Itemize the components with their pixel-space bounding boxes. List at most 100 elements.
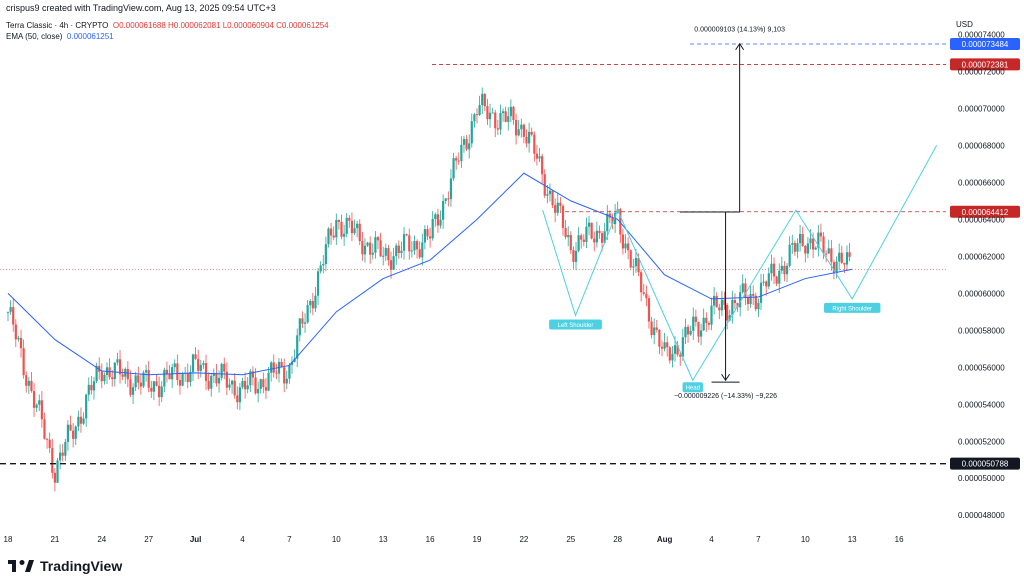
candle-body <box>301 318 304 324</box>
candle-body <box>395 245 398 257</box>
candle-body <box>361 241 364 255</box>
candle-body <box>43 419 46 439</box>
candle-body <box>397 245 400 253</box>
candle-body <box>103 374 106 382</box>
candle-body <box>478 105 481 115</box>
price-tick-label: 0.000068000 <box>958 141 1005 150</box>
candle-body <box>694 316 697 322</box>
candle-body <box>580 235 583 240</box>
candle-body <box>296 335 299 359</box>
candle-body <box>340 221 343 237</box>
candle-body <box>288 364 291 379</box>
candle-body <box>233 380 236 396</box>
candle-body <box>387 248 390 261</box>
candle-body <box>215 372 218 384</box>
candle-body <box>314 295 317 309</box>
price-tick-label: 0.000052000 <box>958 437 1005 446</box>
time-tick-label: 25 <box>566 535 575 544</box>
candle-body <box>191 354 195 372</box>
candle-body <box>14 324 17 340</box>
candle-body <box>254 377 257 394</box>
candle-body <box>6 311 10 313</box>
candle-body <box>462 139 466 145</box>
candle-body <box>69 424 72 431</box>
candle-body <box>207 380 210 389</box>
price-tick-label: 0.000072000 <box>958 67 1005 76</box>
candle-body <box>382 255 385 257</box>
candle-body <box>444 198 447 202</box>
candle-body <box>25 375 28 386</box>
candle-body <box>257 388 260 394</box>
candle-body <box>541 156 544 175</box>
candle-body <box>371 252 374 255</box>
candle-body <box>155 381 158 386</box>
price-tag <box>950 38 1020 51</box>
candle-body <box>817 232 820 248</box>
candle-body <box>494 112 497 129</box>
ema-label[interactable]: EMA (50, close) <box>6 32 63 41</box>
candle-body <box>611 217 614 225</box>
candle-body <box>275 372 278 374</box>
candle-body <box>809 238 812 244</box>
candle-body <box>236 395 239 403</box>
price-axis: 0.000048000 0.000050000 0.000052000 0.00005… <box>958 30 1005 520</box>
candle-body <box>283 367 286 384</box>
candle-body <box>150 387 153 392</box>
candle-body <box>92 381 96 391</box>
candle-body <box>181 373 184 386</box>
candle-body <box>561 205 565 228</box>
price-tick-label: 0.000066000 <box>958 178 1005 187</box>
candle-body <box>410 250 413 252</box>
candle-body <box>95 365 98 382</box>
pattern-line <box>542 145 938 382</box>
candle-body <box>30 380 33 392</box>
candle-body <box>356 223 359 229</box>
candle-body <box>697 321 700 337</box>
candle-body <box>567 235 570 238</box>
tradingview-logo[interactable]: TradingView <box>8 558 122 574</box>
candle-body <box>72 430 75 439</box>
candle-body <box>595 230 598 243</box>
candle-body <box>280 361 283 368</box>
candle-body <box>442 201 445 220</box>
candle-body <box>726 304 729 321</box>
candle-body <box>843 262 846 265</box>
candle-body <box>134 375 137 388</box>
candle-body <box>827 248 830 254</box>
candle-body <box>736 303 739 308</box>
price-tag <box>950 457 1020 470</box>
candle-body <box>455 158 458 161</box>
price-tag-label: 0.000073484 <box>962 40 1009 49</box>
candle-body <box>329 228 333 236</box>
pattern-label-box <box>682 382 703 393</box>
candle-body <box>686 326 690 335</box>
candle-body <box>624 243 627 249</box>
candle-body <box>788 244 791 266</box>
candle-body <box>668 347 671 361</box>
candle-body <box>627 243 630 251</box>
candle-body <box>160 386 163 398</box>
price-tick-label: 0.000070000 <box>958 104 1005 113</box>
time-tick-label: 18 <box>4 535 13 544</box>
candle-body <box>413 241 416 251</box>
candle-body <box>111 377 114 380</box>
time-tick-label: 22 <box>519 535 528 544</box>
candle-body <box>452 158 455 179</box>
candle-body <box>59 452 62 461</box>
candle-body <box>713 295 716 306</box>
symbol-label[interactable]: Terra Classic · 4h · CRYPTO <box>6 21 109 30</box>
candle-body <box>22 348 25 376</box>
candle-body <box>825 253 828 255</box>
candle-body <box>473 114 476 122</box>
candle-body <box>559 202 562 206</box>
candle-body <box>676 345 679 355</box>
candle-body <box>434 214 437 219</box>
candle-body <box>121 374 124 377</box>
candle-body <box>556 202 559 213</box>
candle-body <box>762 281 765 283</box>
candle-body <box>212 372 215 376</box>
candle-body <box>741 283 744 293</box>
candle-body <box>306 305 309 323</box>
candle-body <box>113 362 116 380</box>
